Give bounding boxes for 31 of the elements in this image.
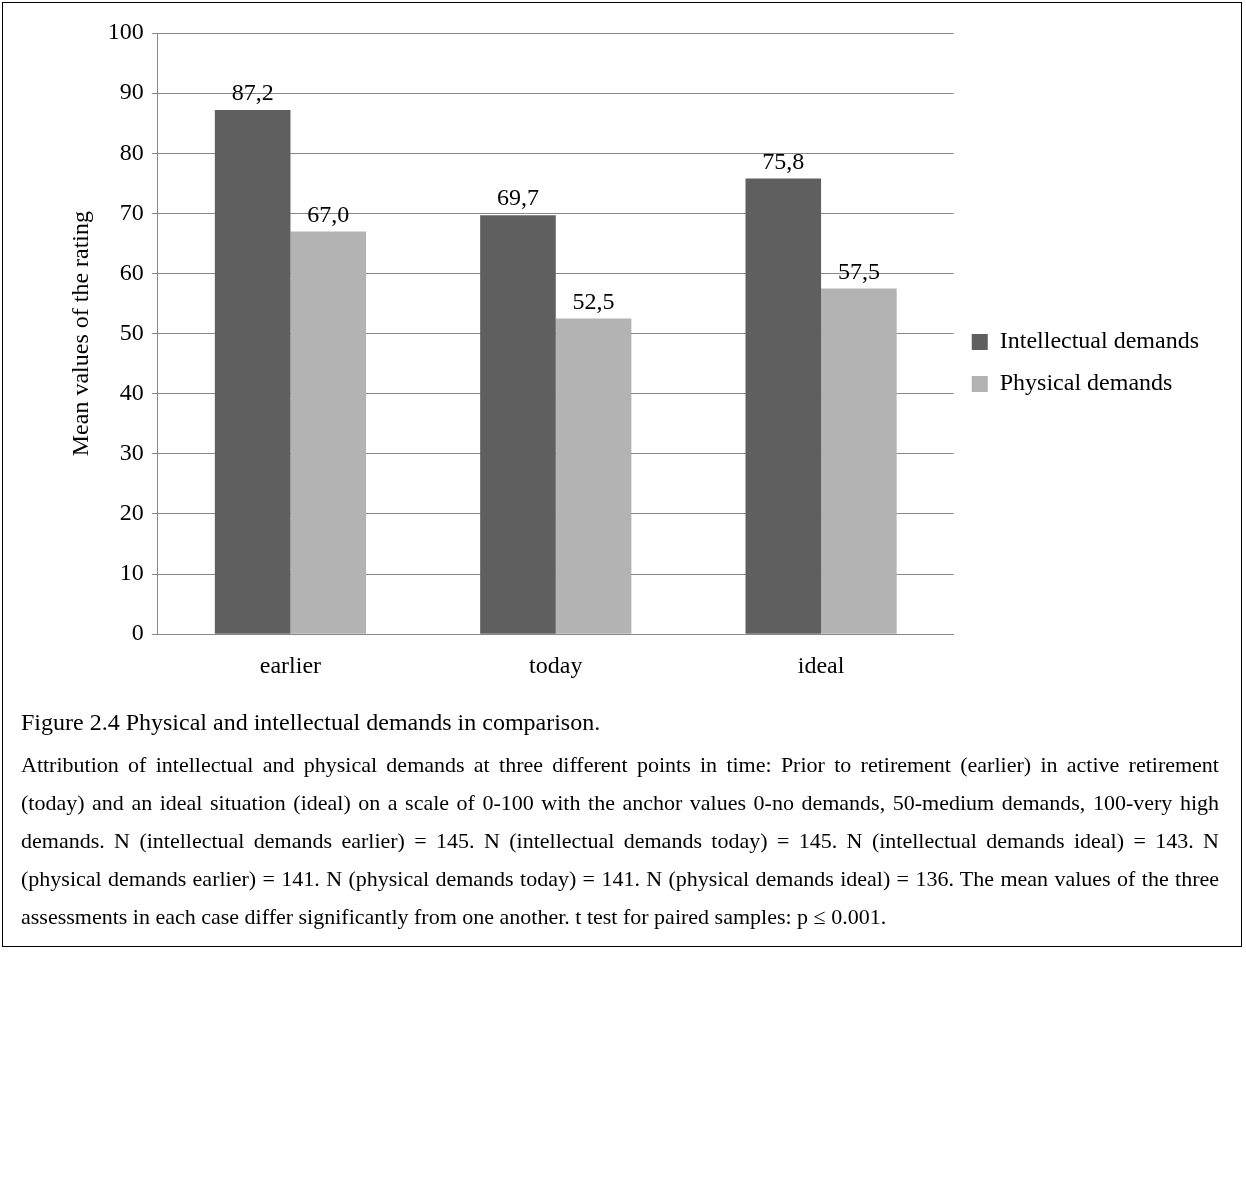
y-tick-label: 80 — [119, 138, 144, 165]
data-label: 52,5 — [572, 287, 615, 314]
data-label: 87,2 — [231, 79, 274, 106]
bar — [480, 215, 556, 634]
bar — [214, 109, 291, 634]
legend-label: Physical demands — [999, 369, 1173, 396]
data-label: 69,7 — [496, 184, 539, 211]
y-tick-label: 20 — [119, 499, 144, 526]
legend-label: Intellectual demands — [999, 327, 1200, 354]
y-tick-label: 70 — [119, 198, 144, 225]
text: Figure 2.4 Physical and intellectual demands in comparison. — [21, 709, 602, 736]
data-label: 67,0 — [307, 200, 350, 227]
y-tick-label: 0 — [131, 619, 144, 646]
bar — [821, 288, 897, 634]
x-tick-label: ideal — [797, 651, 845, 678]
y-tick-label: 30 — [119, 439, 144, 466]
x-tick-label: earlier — [259, 651, 322, 678]
y-tick-label: 10 — [119, 559, 144, 586]
y-tick-label: 60 — [119, 258, 144, 285]
y-tick-label: 40 — [119, 379, 144, 406]
y-axis-title: Mean values of the rating — [66, 210, 93, 457]
x-tick-label: today — [529, 651, 583, 678]
data-label: 57,5 — [837, 257, 880, 284]
y-tick-label: 90 — [119, 78, 144, 105]
bar — [555, 318, 632, 634]
bar — [290, 231, 367, 634]
data-label: 75,8 — [762, 147, 805, 174]
y-tick-label: 100 — [107, 18, 144, 45]
text: Attribution of intellectual and physical demands at three different points in time: Prior to retirement (earlier) in active retirement (today) and an ideal situation (ideal) on a scale of 0-100 with the anchor values 0-no demands, 50-medium demands, 100-very high demands. N (intellectual demands earlier) = 145. N (intellectual demands today) = 145. N (intellectual demands ideal) = 143. N (physical demands earlier) = 141. N (physical demands today) = 141. N (physical demands ideal) = 136. The mean values of the three assessments in each case differ significantly from one another. t test for paired samples: p ≤ 0.001. — [21, 751, 1219, 931]
bar — [745, 178, 822, 634]
y-tick-label: 50 — [119, 318, 144, 345]
